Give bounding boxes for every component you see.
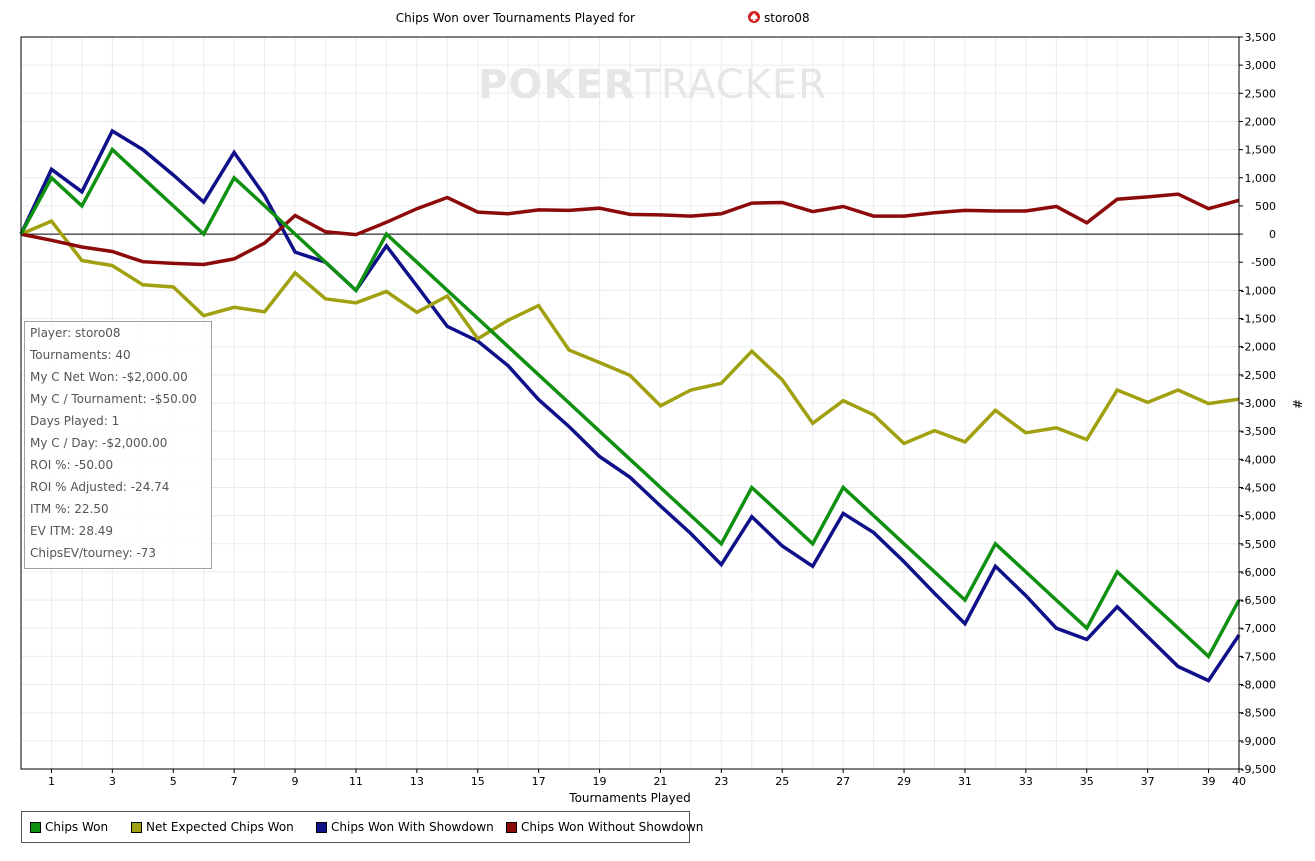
legend-swatch: [30, 821, 41, 833]
x-tick-label: 25: [775, 775, 789, 788]
y-tick-label: 2,000: [1245, 115, 1277, 128]
x-tick-label: 15: [471, 775, 485, 788]
legend-swatch: [506, 821, 517, 833]
stat-row: My C / Tournament: -$50.00: [30, 392, 197, 406]
stat-row: Days Played: 1: [30, 414, 120, 428]
x-tick-label: 1: [48, 775, 55, 788]
x-tick-label: 5: [170, 775, 177, 788]
y-tick-label: -7,000: [1241, 622, 1276, 635]
y-tick-label: -1,500: [1241, 313, 1276, 326]
series-line-chips-won: [19, 146, 1241, 660]
x-tick-label: 11: [349, 775, 363, 788]
legend-label: Chips Won: [45, 820, 109, 834]
series-line-chips-won-with-showdown: [19, 128, 1241, 683]
x-tick-label: 37: [1141, 775, 1155, 788]
x-tick-label: 31: [958, 775, 972, 788]
y-tick-label: -9,000: [1241, 735, 1276, 748]
x-tick-label: 35: [1080, 775, 1094, 788]
legend-item[interactable]: Chips Won With Showdown: [316, 820, 494, 834]
x-tick-label: 19: [593, 775, 607, 788]
stat-row: Player: storo08: [30, 326, 121, 340]
x-tick-label: 27: [836, 775, 850, 788]
x-tick-label: 17: [532, 775, 546, 788]
legend: Chips Won Net Expected Chips Won Chips Won…: [21, 811, 703, 843]
grid: [21, 36, 1239, 770]
stat-row: ChipsEV/tourney: -73: [30, 546, 157, 560]
y-tick-label: -3,000: [1241, 397, 1276, 410]
legend-item[interactable]: Net Expected Chips Won: [131, 820, 294, 834]
series-line-chips-won-without-showdown: [20, 192, 1240, 267]
y-tick-label: -1,000: [1241, 284, 1276, 297]
series-layer: [19, 128, 1241, 683]
y-tick-label: 0: [1269, 228, 1276, 241]
y-tick-label: -7,500: [1241, 650, 1276, 663]
y-tick-label: -4,500: [1241, 481, 1276, 494]
stat-row: ITM %: 22.50: [30, 502, 109, 516]
y-tick-label: -8,500: [1241, 707, 1276, 720]
stat-row: ROI %: -50.00: [30, 458, 114, 472]
watermark-part2: TRACKER: [635, 62, 827, 108]
chart-title-player: storo08: [764, 11, 810, 25]
y-tick-label: 2,500: [1245, 87, 1277, 100]
y-tick-label: 500: [1255, 200, 1276, 213]
y-axis-title: #: [1290, 399, 1304, 409]
x-tick-label: 3: [109, 775, 116, 788]
x-tick-label: 23: [714, 775, 728, 788]
x-tick-label: 13: [410, 775, 424, 788]
y-tick-label: -8,000: [1241, 679, 1276, 692]
pokertracker-watermark: POKERTRACKER: [478, 62, 827, 108]
x-tick-label: 7: [231, 775, 238, 788]
x-tick-label: 9: [292, 775, 299, 788]
y-tick-label: -4,000: [1241, 453, 1276, 466]
stat-row: ROI % Adjusted: -24.74: [30, 480, 170, 494]
stat-row: Tournaments: 40: [30, 348, 131, 362]
legend-swatch: [316, 821, 327, 833]
x-axis: 1 3 5 7 9 11 13 15 17 19 21 23 25 27 29 31 33 35 37 39 40: [48, 769, 1246, 788]
y-tick-label: -2,500: [1241, 369, 1276, 382]
y-tick-label: -3,500: [1241, 425, 1276, 438]
y-tick-label: -5,000: [1241, 510, 1276, 523]
x-tick-label: 33: [1019, 775, 1033, 788]
y-tick-label: 3,500: [1245, 31, 1277, 44]
x-axis-title: Tournaments Played: [568, 791, 690, 805]
stat-row: EV ITM: 28.49: [30, 524, 114, 538]
legend-label: Chips Won With Showdown: [331, 820, 494, 834]
y-tick-label: 3,000: [1245, 59, 1277, 72]
y-tick-label: -500: [1251, 256, 1276, 269]
series-line-net-expected-chips-won: [20, 218, 1240, 446]
stat-row: My C / Day: -$2,000.00: [30, 436, 168, 450]
y-tick-label: -6,000: [1241, 566, 1276, 579]
watermark-part1: POKER: [478, 62, 636, 108]
y-tick-label: -5,500: [1241, 538, 1276, 551]
spade-icon: [748, 11, 760, 23]
chart-title: Chips Won over Tournaments Played for st…: [396, 11, 810, 25]
y-tick-label: 1,500: [1245, 144, 1277, 157]
y-tick-label: -9,500: [1241, 763, 1276, 776]
player-stats-box: Player: storo08 Tournaments: 40 My C Net W…: [24, 321, 212, 569]
x-tick-label: 39: [1202, 775, 1216, 788]
y-tick-label: -6,500: [1241, 594, 1276, 607]
x-tick-label: 29: [897, 775, 911, 788]
x-tick-label: 21: [653, 775, 667, 788]
legend-item[interactable]: Chips Won: [30, 820, 108, 834]
chart-title-text: Chips Won over Tournaments Played for: [396, 11, 635, 25]
stat-row: My C Net Won: -$2,000.00: [30, 370, 188, 384]
legend-label: Net Expected Chips Won: [146, 820, 294, 834]
y-axis: 3,500 3,000 2,500 2,000 1,500 1,000 500 0 -500 -1…: [1239, 31, 1276, 776]
x-tick-label: 40: [1232, 775, 1246, 788]
legend-label: Chips Won Without Showdown: [521, 820, 704, 834]
y-tick-label: 1,000: [1245, 172, 1277, 185]
legend-item[interactable]: Chips Won Without Showdown: [506, 820, 703, 834]
y-tick-label: -2,000: [1241, 341, 1276, 354]
legend-swatch: [131, 821, 142, 833]
